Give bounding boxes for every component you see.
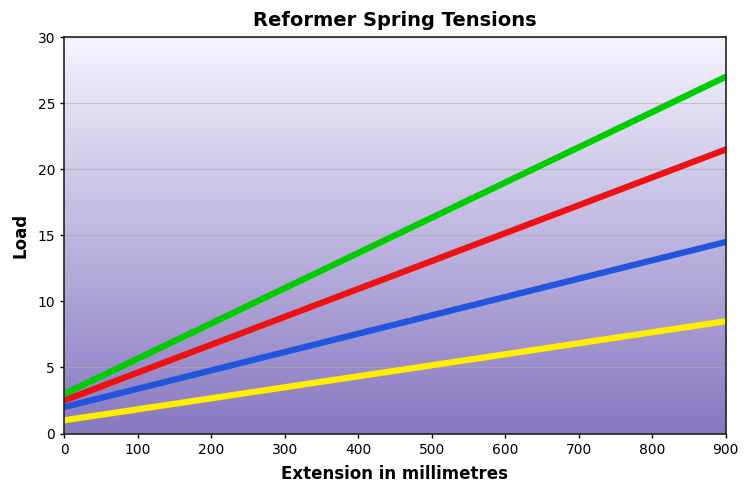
X-axis label: Extension in millimetres: Extension in millimetres <box>281 465 508 483</box>
Title: Reformer Spring Tensions: Reformer Spring Tensions <box>253 11 537 30</box>
Y-axis label: Load: Load <box>11 213 29 258</box>
